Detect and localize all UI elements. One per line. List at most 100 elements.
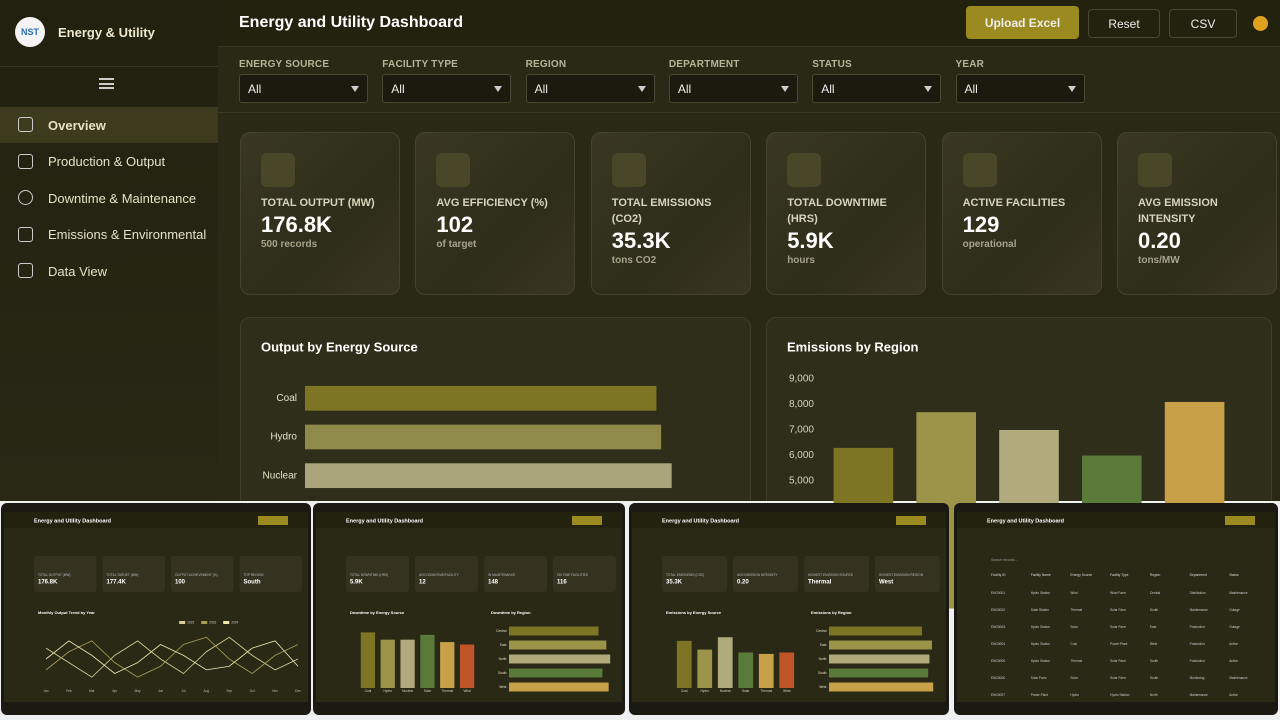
x-tick-label: Hydro <box>700 689 709 693</box>
kpi-sub: 500 records <box>261 239 318 250</box>
table-cell: Solar Farm <box>1110 659 1126 663</box>
table-cell: West <box>1150 642 1157 646</box>
table-cell: Maintenance <box>1229 676 1247 680</box>
table-cell: Outage <box>1229 608 1240 612</box>
upload-button[interactable]: Upload Excel <box>966 6 1079 39</box>
reset-button[interactable]: Reset <box>1088 9 1160 38</box>
table-cell: Hydro Station <box>1110 693 1130 697</box>
header: Energy and Utility Dashboard Upload Exce… <box>218 0 1280 46</box>
y-tick-label: 5,000 <box>789 476 814 487</box>
thumbnail-button <box>572 516 602 525</box>
table-cell: Solar <box>1070 676 1078 680</box>
thumbnail-title: Energy and Utility Dashboard <box>34 518 111 524</box>
table-cell: ENG0006 <box>991 676 1005 680</box>
kpi-card <box>346 556 409 592</box>
nav-icon <box>18 226 33 242</box>
filter-select[interactable]: All <box>955 74 1085 103</box>
filter-label: ENERGY SOURCE <box>239 59 330 70</box>
table-cell: Production <box>1190 659 1205 663</box>
kpi-label: ACTIVE FACILITIES <box>962 197 1066 209</box>
x-tick-label: Solar <box>424 689 432 693</box>
kpi-value: 35.3K <box>611 228 671 253</box>
logo: NST <box>15 17 45 47</box>
bar <box>509 682 609 692</box>
kpi-value: 0.20 <box>1138 228 1181 253</box>
y-tick-label: East <box>500 643 506 647</box>
filter-select[interactable]: All <box>668 74 798 103</box>
csv-button[interactable]: CSV <box>1169 9 1237 38</box>
chart-title: Emissions by Region <box>787 339 919 354</box>
nav-item[interactable]: Data View <box>0 253 218 289</box>
kpi-card: ACTIVE FACILITIES 129 operational <box>941 132 1102 295</box>
table-cell: Coal <box>1070 642 1077 646</box>
kpi-value: West <box>879 580 893 586</box>
table-cell: Active <box>1229 642 1238 646</box>
table-cell: Solar <box>1070 625 1078 629</box>
kpi-value: 116 <box>557 580 567 586</box>
table-cell: ENG0001 <box>991 591 1005 595</box>
thumbnail-title: Energy and Utility Dashboard <box>346 518 423 524</box>
y-tick-label: 9,000 <box>789 374 814 385</box>
kpi-card <box>102 556 165 592</box>
nav-item[interactable]: Downtime & Maintenance <box>0 180 218 216</box>
bar <box>305 463 672 489</box>
thumbnail-screen <box>4 512 308 702</box>
bar <box>459 644 475 688</box>
kpi-value: 176.8K <box>261 212 332 237</box>
kpi-value: 5.9K <box>787 228 834 253</box>
thumbnail-title: Energy and Utility Dashboard <box>987 518 1064 524</box>
chart-title: Monthly Output Trend by Year <box>38 610 95 615</box>
table-cell: North <box>1150 693 1158 697</box>
y-tick-label: East <box>820 643 826 647</box>
filter-select[interactable]: All <box>812 74 942 103</box>
table-cell: Outage <box>1229 625 1240 629</box>
kpi-label: HIGHEST EMISSION REGION <box>879 573 924 577</box>
table-cell: Power Plant <box>1110 642 1127 646</box>
nav-icon <box>18 263 33 278</box>
menu-toggle[interactable] <box>99 78 114 89</box>
thumbnail-header <box>957 512 1275 528</box>
kpi-card: AVG EFFICIENCY (%) 102 of target <box>415 132 576 295</box>
kpi-card <box>239 556 302 592</box>
bar <box>779 652 795 688</box>
filter-label: REGION <box>525 59 567 70</box>
x-tick-label: Nuclear <box>720 689 732 693</box>
line <box>45 640 299 674</box>
x-tick-label: Nov <box>272 689 278 693</box>
chart-title: Emissions by Region <box>811 610 852 615</box>
nav-item[interactable]: Production & Output <box>0 144 218 180</box>
nav-item[interactable]: Emissions & Environmental <box>0 217 218 253</box>
kpi-value: 5.9K <box>350 580 363 586</box>
kpi-card <box>875 556 940 592</box>
x-tick-label: Thermal <box>760 689 772 693</box>
kpi-icon <box>962 153 997 187</box>
kpi-card <box>804 556 869 592</box>
kpi-value: 100 <box>175 580 186 586</box>
bar <box>360 632 376 688</box>
kpi-card <box>484 556 547 592</box>
kpi-sub: tons CO2 <box>611 255 657 266</box>
filter-select[interactable]: All <box>239 74 368 103</box>
x-tick-label: Coal <box>365 689 372 693</box>
x-tick-label: Apr <box>112 689 118 693</box>
kpi-body: AVG EMISSION INTENSITY 0.20 tons/MW <box>1138 195 1266 269</box>
legend-swatch <box>179 621 186 624</box>
kpi-value: 177.4K <box>107 580 127 586</box>
kpi-label: TOTAL OUTPUT (MW) <box>261 197 375 209</box>
x-tick-label: Oct <box>250 689 255 693</box>
kpi-card <box>733 556 798 592</box>
x-tick-label: Feb <box>66 689 72 693</box>
table-cell: ENG0007 <box>991 693 1005 697</box>
filter-select[interactable]: All <box>525 74 655 103</box>
table-header: Department <box>1190 573 1207 577</box>
table-cell: East <box>1150 625 1156 629</box>
table-cell: Hydro Station <box>1031 625 1051 629</box>
bar <box>738 652 754 688</box>
nav-item[interactable]: Overview <box>0 107 218 143</box>
table-header: Status <box>1229 573 1239 577</box>
table-cell: Production <box>1190 642 1205 646</box>
kpi-body: ACTIVE FACILITIES 129 operational <box>963 195 1091 253</box>
kpi-label: HIGHEST EMISSION SOURCE <box>808 573 853 577</box>
theme-toggle[interactable] <box>1253 16 1268 31</box>
filter-select[interactable]: All <box>382 74 512 103</box>
